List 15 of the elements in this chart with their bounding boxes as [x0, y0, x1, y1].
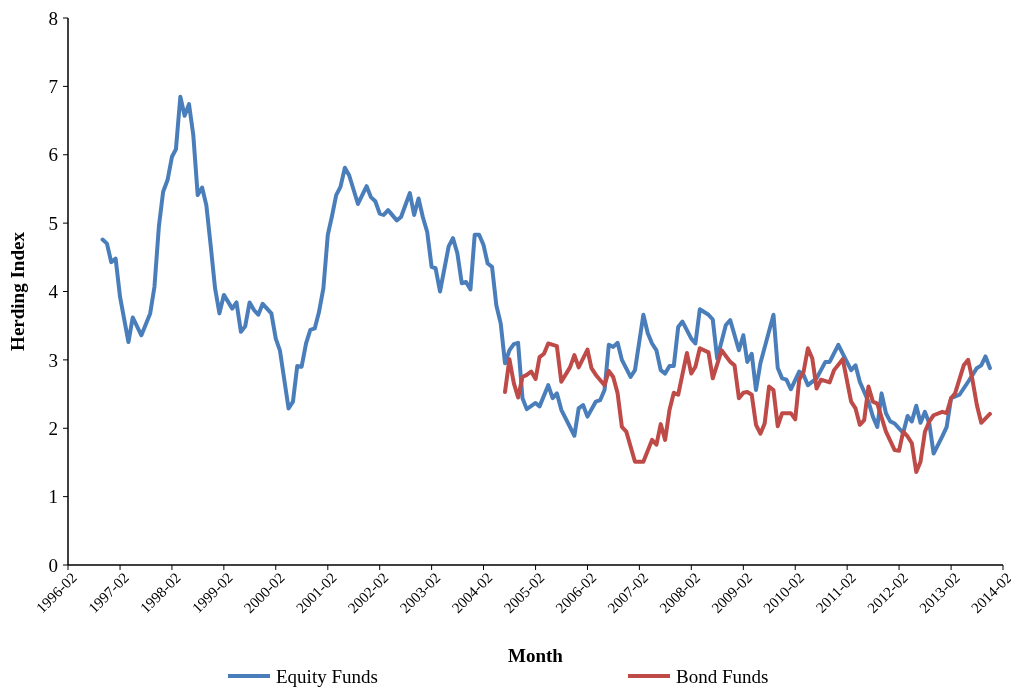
- y-tick-label: 8: [48, 7, 58, 29]
- legend-label: Equity Funds: [276, 665, 378, 687]
- y-tick-label: 1: [48, 486, 58, 508]
- y-tick-label: 6: [48, 144, 58, 166]
- legend-label: Bond Funds: [676, 665, 769, 687]
- y-tick-label: 3: [48, 349, 58, 371]
- y-tick-label: 5: [48, 212, 58, 234]
- y-axis-title: Herding Index: [7, 231, 28, 351]
- line-series: [100, 94, 992, 456]
- y-tick-label: 4: [48, 281, 59, 303]
- line-series: [503, 341, 992, 475]
- y-tick-label: 2: [48, 417, 58, 439]
- y-tick-label: 0: [48, 554, 58, 576]
- y-tick-label: 7: [48, 76, 58, 98]
- x-axis-title: Month: [508, 645, 564, 666]
